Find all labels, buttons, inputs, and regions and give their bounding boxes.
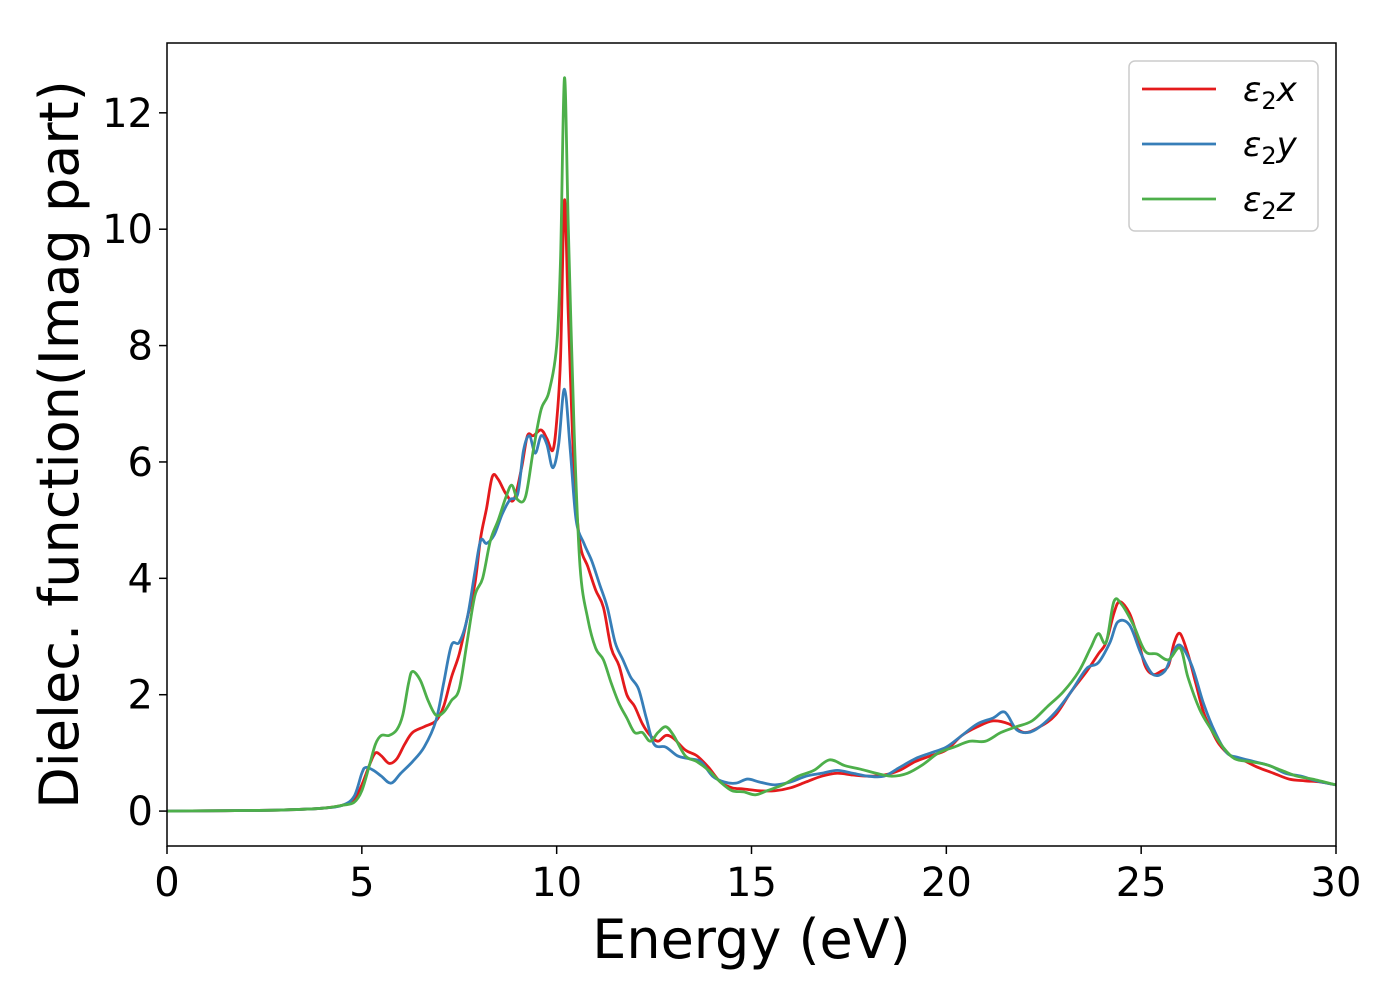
y-axis-label: Dielec. function(Imag part) — [28, 80, 91, 809]
y-tick-label: 12 — [102, 91, 153, 137]
y-axis-ticks: 0 2 4 6 8 10 12 — [102, 91, 167, 835]
legend-entry-label: ε2y — [1243, 125, 1298, 170]
series-line-x — [167, 198, 1336, 813]
x-tick-label: 5 — [349, 860, 374, 906]
y-tick-label: 6 — [128, 440, 153, 486]
y-tick-label: 2 — [128, 673, 153, 719]
x-tick-label: 30 — [1311, 860, 1362, 906]
legend: ε2x ε2y ε2z — [1128, 60, 1319, 232]
x-axis-ticks: 0 5 10 15 20 25 30 — [154, 846, 1361, 906]
x-tick-label: 10 — [531, 860, 582, 906]
series-line-z — [167, 76, 1336, 813]
series-line-y — [167, 387, 1336, 813]
x-tick-label: 20 — [921, 860, 972, 906]
y-tick-label: 4 — [128, 556, 153, 602]
x-tick-label: 0 — [154, 860, 179, 906]
x-tick-label: 25 — [1116, 860, 1167, 906]
legend-entry-label: ε2z — [1243, 180, 1296, 225]
y-tick-label: 10 — [102, 207, 153, 253]
legend-box — [1128, 60, 1319, 232]
legend-entry-label: ε2x — [1243, 70, 1298, 115]
y-tick-label: 8 — [128, 324, 153, 370]
y-tick-label: 0 — [128, 789, 153, 835]
series-layer — [167, 76, 1336, 813]
x-axis-label: Energy (eV) — [592, 908, 911, 971]
x-tick-label: 15 — [726, 860, 777, 906]
